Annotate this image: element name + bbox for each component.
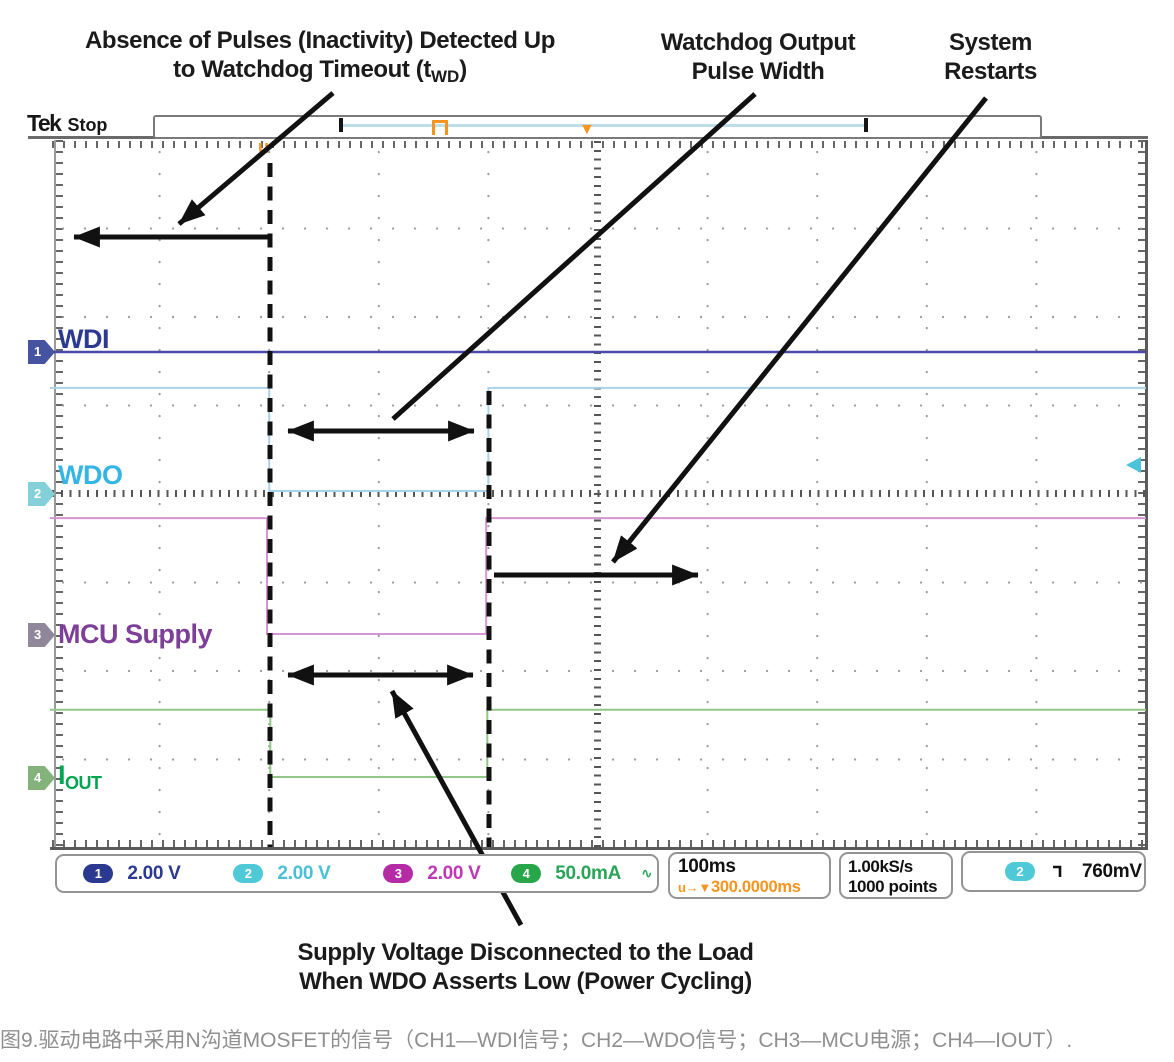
acq-window-right-bracket bbox=[864, 118, 868, 132]
delay-trigger-icon: ▼ bbox=[698, 880, 711, 895]
ch1-scale-value: 2.00 V bbox=[127, 862, 181, 884]
acq-window-left-bracket bbox=[339, 118, 343, 132]
ch2-badge: 2 bbox=[233, 864, 264, 883]
trigger-readout-box[interactable]: 2 760mV bbox=[961, 851, 1146, 892]
delay-value: 300.0000ms bbox=[710, 878, 801, 896]
acq-waveform-preview bbox=[343, 124, 864, 127]
wdo-right-edge-marker-icon bbox=[1126, 457, 1141, 473]
ch3-ground-marker[interactable]: 3 bbox=[28, 623, 55, 647]
ch2-ground-marker[interactable]: 2 bbox=[28, 482, 55, 506]
delay-arrow-icon: → bbox=[685, 880, 699, 895]
ch2-scale-value: 2.00 V bbox=[277, 862, 331, 884]
mcu-supply-signal-label: MCU Supply bbox=[58, 619, 213, 649]
tek-logo: Tek bbox=[27, 110, 62, 136]
ch4-badge: 4 bbox=[511, 864, 542, 883]
timebase-value: 100ms bbox=[678, 856, 736, 877]
falling-edge-trigger-icon bbox=[1053, 865, 1062, 877]
acquisition-state: Stop bbox=[67, 115, 108, 135]
annotation-system-restarts: System Restarts bbox=[944, 29, 1037, 85]
record-length-value: 1000 points bbox=[848, 877, 938, 896]
graticule-center-horizontal-axis bbox=[52, 490, 1146, 497]
ch3-badge: 3 bbox=[383, 864, 414, 883]
ch3-scale-value: 2.00 V bbox=[427, 862, 481, 884]
ch1-ground-marker[interactable]: 1 bbox=[28, 340, 55, 364]
annotation-supply-disconnected: Supply Voltage Disconnected to the Load … bbox=[297, 939, 754, 995]
annotation-pulse-width: Watchdog Output Pulse Width bbox=[660, 29, 856, 85]
scope-status: Tek Stop bbox=[27, 110, 107, 137]
graticule-bottom-border bbox=[50, 847, 1148, 850]
iout-signal-label: IOUT bbox=[58, 760, 102, 793]
trigger-level-value: 760mV bbox=[1082, 860, 1142, 882]
absence-leader-arrow bbox=[177, 91, 335, 226]
annotation-absence-line1: Absence of Pulses (Inactivity) Detected … bbox=[85, 27, 555, 54]
ch2-scale-readout[interactable]: 2 2.00 V bbox=[207, 863, 357, 885]
ch4-scale-readout[interactable]: 4 50.0mA ∿ bbox=[507, 863, 657, 885]
channel-scale-readout-box[interactable]: 1 2.00 V 2 2.00 V 3 2.00 V 4 50.0mA ∿ bbox=[55, 854, 659, 893]
delay-readout: u→▼300.0000ms bbox=[678, 878, 829, 897]
figure-caption: 图9.驱动电路中采用N沟道MOSFET的信号（CH1—WDI信号；CH2—WDO… bbox=[0, 1029, 1073, 1052]
trigger-position-icon[interactable]: ▼ bbox=[579, 121, 595, 138]
annotation-absence-line2: to Watchdog Timeout (tWD) bbox=[173, 56, 467, 86]
graticule-right-border bbox=[1145, 140, 1148, 850]
acquisition-preview-bar[interactable] bbox=[153, 115, 1042, 139]
wdi-signal-label: WDI bbox=[58, 324, 109, 354]
ch1-scale-readout[interactable]: 1 2.00 V bbox=[57, 863, 207, 885]
ch4-ground-marker[interactable]: 4 bbox=[28, 766, 55, 790]
sample-rate-value: 1.00kS/s bbox=[848, 857, 913, 876]
ch4-scale-value: 50.0mA bbox=[555, 862, 622, 884]
delay-u-icon: u bbox=[678, 880, 686, 895]
annotation-absence-of-pulses: Absence of Pulses (Inactivity) Detected … bbox=[40, 26, 600, 91]
delay-marker-icon[interactable]: u bbox=[258, 137, 269, 157]
ch1-badge: 1 bbox=[83, 864, 114, 883]
ch3-scale-readout[interactable]: 3 2.00 V bbox=[357, 863, 507, 885]
wdo-signal-label: WDO bbox=[58, 460, 123, 490]
trigger-source-badge: 2 bbox=[1005, 862, 1035, 881]
timebase-readout-box[interactable]: 100ms u→▼300.0000ms bbox=[668, 852, 831, 899]
acquisition-readout-box[interactable]: 1.00kS/s 1000 points bbox=[839, 852, 953, 899]
pulse-marker-icon bbox=[432, 120, 448, 135]
ch4-noise-filter-icon: ∿ bbox=[641, 865, 653, 881]
